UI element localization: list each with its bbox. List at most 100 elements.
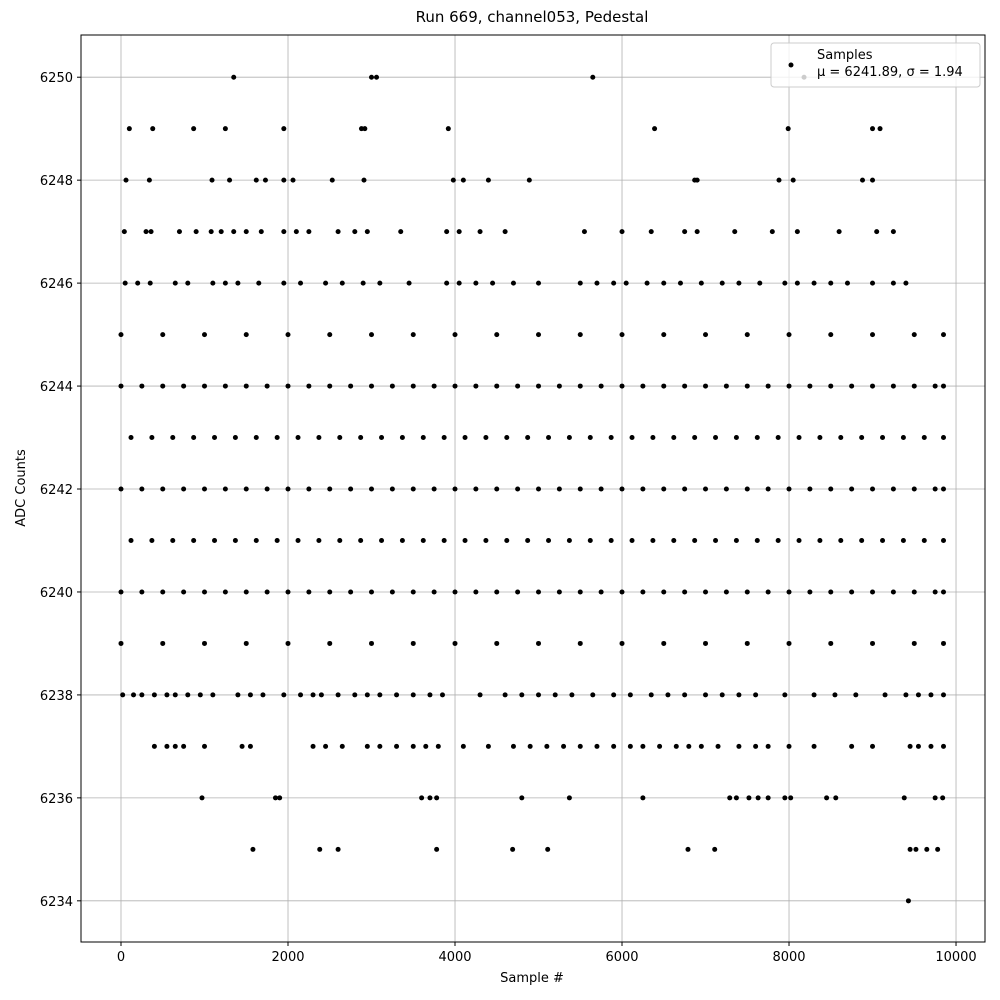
data-point bbox=[880, 537, 886, 543]
data-point bbox=[243, 640, 249, 646]
data-point bbox=[788, 795, 794, 801]
data-point bbox=[703, 589, 709, 595]
data-point bbox=[870, 126, 876, 132]
legend-label: Samples bbox=[817, 48, 873, 63]
data-point bbox=[202, 589, 208, 595]
data-point bbox=[682, 692, 688, 698]
data-point bbox=[874, 229, 880, 235]
data-point bbox=[870, 177, 876, 183]
data-point bbox=[765, 795, 771, 801]
data-point bbox=[661, 332, 667, 338]
data-point bbox=[122, 280, 128, 286]
data-point bbox=[176, 229, 182, 235]
y-tick-label: 6250 bbox=[40, 71, 73, 86]
data-point bbox=[239, 743, 245, 749]
data-point bbox=[310, 743, 316, 749]
data-point bbox=[703, 383, 709, 389]
data-point bbox=[164, 743, 170, 749]
data-point bbox=[828, 640, 834, 646]
data-point bbox=[209, 177, 215, 183]
data-point bbox=[298, 692, 304, 698]
data-point bbox=[581, 229, 587, 235]
data-point bbox=[212, 537, 218, 543]
data-point bbox=[807, 486, 813, 492]
data-point bbox=[335, 846, 341, 852]
data-point bbox=[281, 692, 287, 698]
data-point bbox=[181, 486, 187, 492]
data-point bbox=[199, 795, 205, 801]
data-point bbox=[281, 177, 287, 183]
data-point bbox=[485, 177, 491, 183]
data-point bbox=[556, 486, 562, 492]
data-point bbox=[232, 435, 238, 441]
data-point bbox=[536, 486, 542, 492]
data-point bbox=[623, 280, 629, 286]
data-point bbox=[164, 692, 170, 698]
data-point bbox=[510, 280, 516, 286]
data-point bbox=[441, 435, 447, 441]
data-point bbox=[880, 435, 886, 441]
data-point bbox=[753, 692, 759, 698]
data-point bbox=[661, 640, 667, 646]
data-point bbox=[608, 537, 614, 543]
data-point bbox=[754, 537, 760, 543]
data-point bbox=[786, 640, 792, 646]
data-point bbox=[232, 537, 238, 543]
data-point bbox=[374, 74, 380, 80]
data-point bbox=[598, 383, 604, 389]
data-point bbox=[577, 589, 583, 595]
data-point bbox=[598, 486, 604, 492]
data-point bbox=[723, 486, 729, 492]
data-point bbox=[719, 692, 725, 698]
data-point bbox=[940, 332, 946, 338]
plot-frame bbox=[80, 34, 986, 943]
data-point bbox=[928, 692, 934, 698]
data-point bbox=[126, 126, 132, 132]
data-point bbox=[940, 486, 946, 492]
data-point bbox=[483, 435, 489, 441]
data-point bbox=[348, 589, 354, 595]
data-point bbox=[290, 177, 296, 183]
data-point bbox=[786, 332, 792, 338]
data-point bbox=[733, 795, 739, 801]
data-point bbox=[222, 486, 228, 492]
data-point bbox=[494, 589, 500, 595]
data-point bbox=[782, 280, 788, 286]
data-point bbox=[434, 846, 440, 852]
data-point bbox=[227, 177, 233, 183]
data-point bbox=[377, 280, 383, 286]
data-point bbox=[915, 692, 921, 698]
data-point bbox=[444, 229, 450, 235]
data-point bbox=[327, 589, 333, 595]
data-point bbox=[285, 640, 291, 646]
data-point bbox=[785, 126, 791, 132]
data-point bbox=[431, 589, 437, 595]
data-point bbox=[473, 280, 479, 286]
data-point bbox=[765, 383, 771, 389]
data-point bbox=[640, 486, 646, 492]
data-point bbox=[611, 743, 617, 749]
data-point bbox=[828, 589, 834, 595]
data-point bbox=[932, 486, 938, 492]
data-point bbox=[648, 692, 654, 698]
data-point bbox=[337, 435, 343, 441]
data-point bbox=[870, 332, 876, 338]
data-point bbox=[410, 743, 416, 749]
data-point bbox=[545, 846, 551, 852]
data-point bbox=[222, 383, 228, 389]
data-point bbox=[536, 280, 542, 286]
data-point bbox=[264, 383, 270, 389]
points bbox=[118, 74, 946, 904]
data-point bbox=[900, 435, 906, 441]
data-point bbox=[410, 383, 416, 389]
data-point bbox=[222, 280, 228, 286]
data-point bbox=[431, 486, 437, 492]
x-tick-label: 0 bbox=[117, 950, 125, 965]
data-point bbox=[361, 177, 367, 183]
data-point bbox=[911, 383, 917, 389]
data-point bbox=[598, 589, 604, 595]
data-point bbox=[671, 435, 677, 441]
data-point bbox=[671, 537, 677, 543]
data-point bbox=[733, 435, 739, 441]
data-point bbox=[316, 537, 322, 543]
